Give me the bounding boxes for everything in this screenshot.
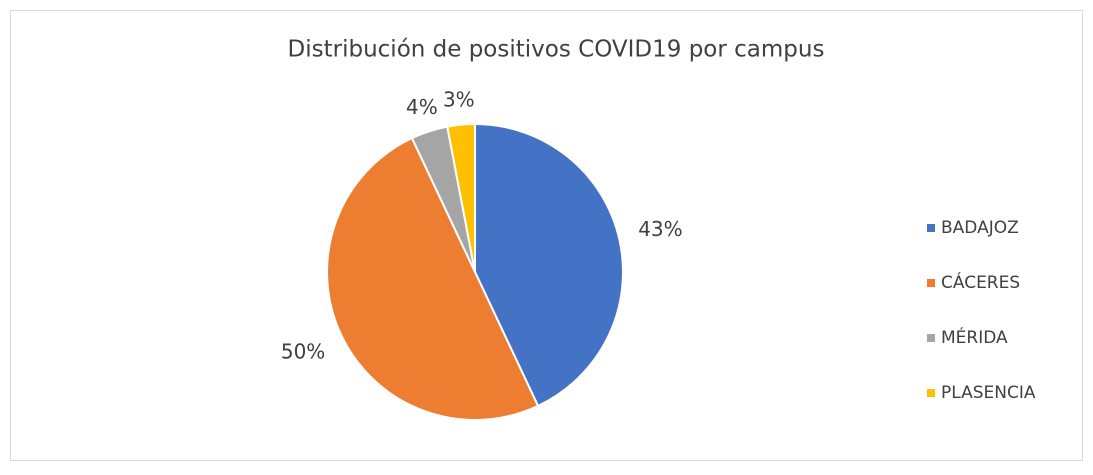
- legend-swatch: [927, 334, 935, 342]
- legend-label: PLASENCIA: [941, 383, 1036, 403]
- chart-title: Distribución de positivos COVID19 por ca…: [288, 37, 825, 63]
- pie-slice: [474, 122, 624, 408]
- pie-slice: [326, 136, 540, 421]
- legend-label: BADAJOZ: [941, 218, 1019, 238]
- legend-label: CÁCERES: [941, 271, 1020, 293]
- data-label: 50%: [281, 339, 325, 363]
- data-label: 3%: [443, 87, 475, 111]
- legend-swatch: [927, 389, 935, 397]
- pie-slice: [446, 122, 476, 273]
- legend-swatch: [927, 279, 935, 287]
- data-label: 43%: [638, 217, 682, 241]
- legend-swatch: [927, 224, 935, 232]
- data-label: 4%: [406, 95, 438, 119]
- legend-label: MÉRIDA: [941, 326, 1008, 348]
